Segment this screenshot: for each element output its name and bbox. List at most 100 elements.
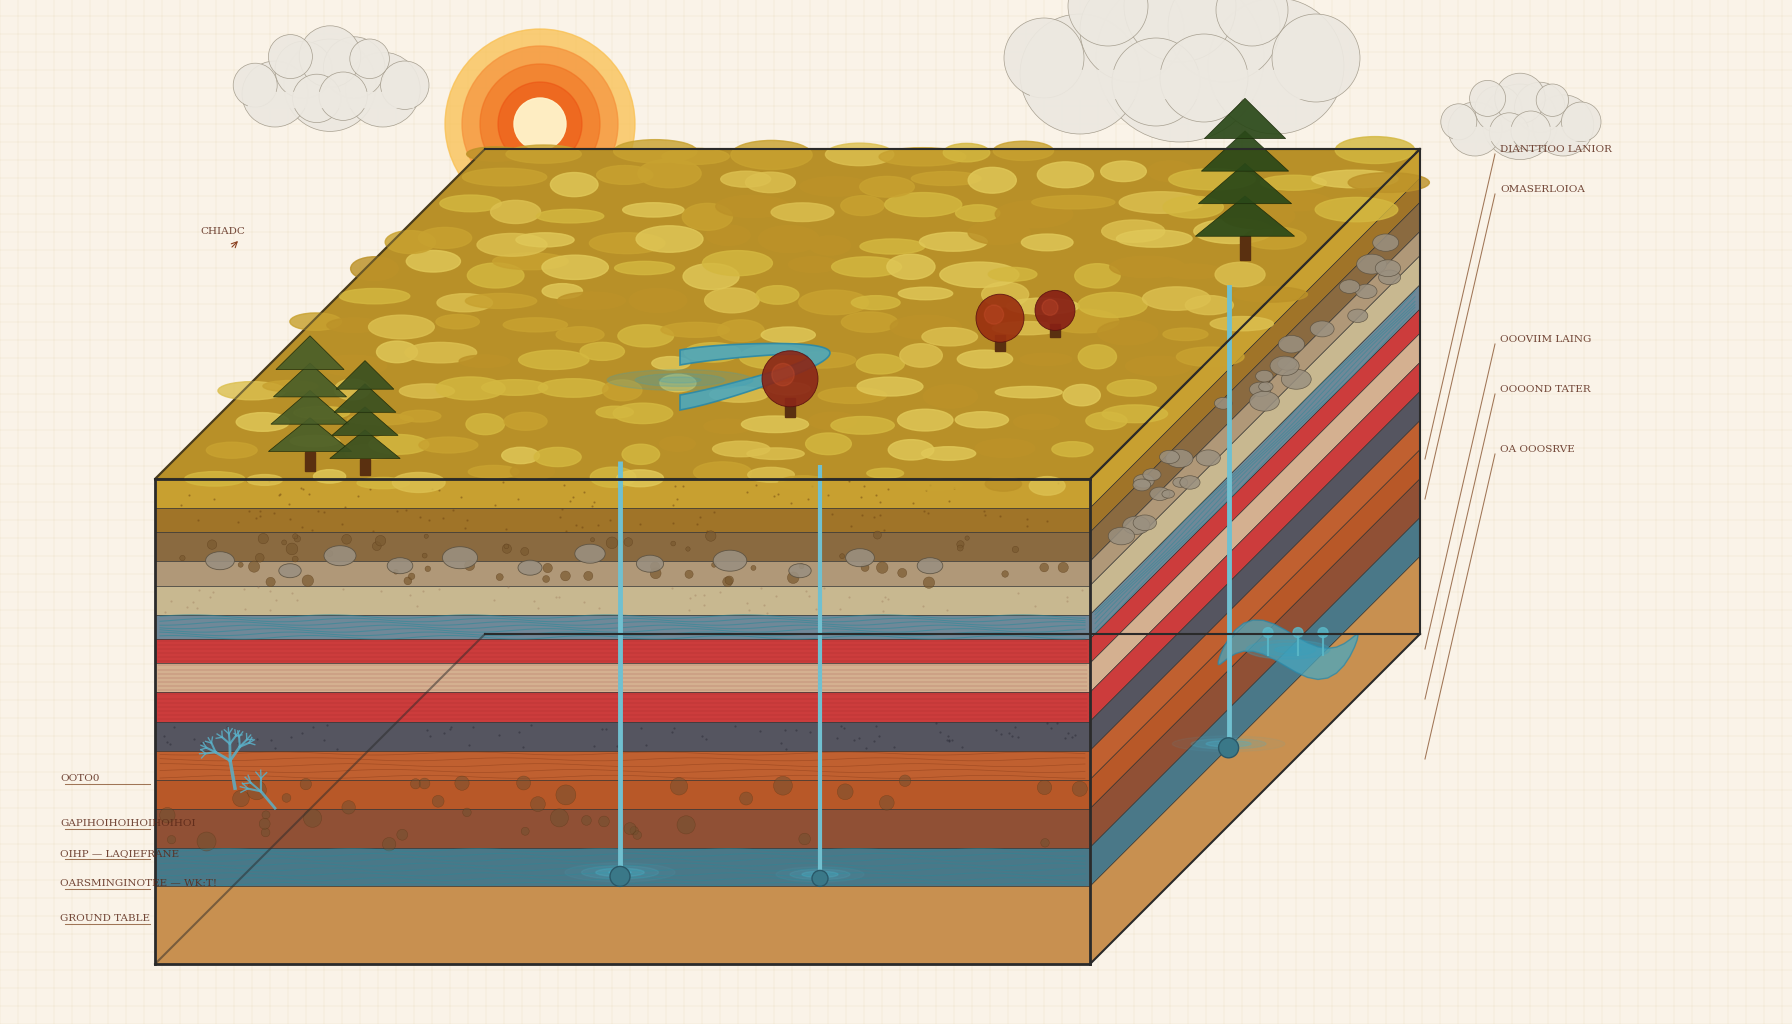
- Circle shape: [984, 305, 1004, 325]
- Ellipse shape: [1219, 742, 1238, 745]
- Bar: [154, 508, 1090, 532]
- Ellipse shape: [758, 225, 819, 253]
- Ellipse shape: [1176, 347, 1244, 367]
- Circle shape: [686, 547, 690, 551]
- Ellipse shape: [968, 220, 1030, 245]
- Ellipse shape: [860, 176, 914, 198]
- Ellipse shape: [290, 313, 342, 331]
- Ellipse shape: [661, 323, 729, 337]
- Circle shape: [283, 39, 376, 131]
- Ellipse shape: [799, 290, 869, 314]
- Ellipse shape: [556, 327, 604, 343]
- Ellipse shape: [957, 350, 1012, 368]
- Polygon shape: [679, 343, 830, 410]
- Ellipse shape: [778, 476, 828, 490]
- Ellipse shape: [1052, 441, 1093, 457]
- Ellipse shape: [659, 375, 695, 392]
- Circle shape: [582, 815, 591, 825]
- Ellipse shape: [1038, 162, 1093, 187]
- Bar: [154, 809, 1090, 848]
- Ellipse shape: [1109, 256, 1185, 278]
- Circle shape: [1475, 86, 1521, 132]
- Circle shape: [274, 41, 332, 98]
- Ellipse shape: [806, 433, 851, 455]
- Circle shape: [799, 834, 810, 845]
- Circle shape: [444, 29, 634, 219]
- Circle shape: [590, 538, 595, 542]
- Ellipse shape: [819, 387, 887, 403]
- Ellipse shape: [1244, 227, 1306, 249]
- Ellipse shape: [419, 437, 478, 453]
- Polygon shape: [1090, 150, 1419, 508]
- Circle shape: [281, 794, 290, 802]
- Circle shape: [957, 541, 964, 548]
- Polygon shape: [1090, 362, 1419, 722]
- Circle shape: [1041, 299, 1057, 315]
- Ellipse shape: [294, 407, 349, 419]
- Circle shape: [1081, 0, 1185, 82]
- Ellipse shape: [1373, 233, 1400, 251]
- Ellipse shape: [400, 411, 441, 422]
- Ellipse shape: [581, 342, 624, 360]
- Ellipse shape: [636, 225, 702, 252]
- Circle shape: [774, 776, 792, 796]
- Circle shape: [1441, 103, 1477, 140]
- Ellipse shape: [1348, 173, 1430, 193]
- Ellipse shape: [516, 232, 573, 247]
- Circle shape: [238, 562, 244, 567]
- Ellipse shape: [919, 232, 987, 251]
- Ellipse shape: [921, 328, 977, 346]
- Circle shape: [521, 827, 529, 836]
- Circle shape: [799, 564, 805, 568]
- Ellipse shape: [659, 377, 701, 383]
- Circle shape: [561, 571, 570, 581]
- Circle shape: [837, 783, 853, 800]
- Circle shape: [1208, 0, 1344, 134]
- Bar: [154, 614, 1090, 639]
- Ellipse shape: [185, 472, 246, 486]
- Polygon shape: [333, 384, 396, 413]
- Ellipse shape: [812, 873, 828, 876]
- Ellipse shape: [975, 439, 1036, 458]
- Ellipse shape: [995, 386, 1063, 398]
- Ellipse shape: [900, 344, 943, 368]
- Text: GROUND TABLE: GROUND TABLE: [59, 914, 151, 923]
- Circle shape: [247, 780, 267, 800]
- Ellipse shape: [1086, 412, 1127, 429]
- Ellipse shape: [602, 380, 642, 400]
- Ellipse shape: [435, 314, 478, 329]
- Bar: [785, 398, 796, 417]
- Ellipse shape: [376, 341, 418, 362]
- Ellipse shape: [263, 381, 317, 392]
- Circle shape: [1448, 102, 1502, 156]
- Text: OARSMINGINOTEE — WK:T!: OARSMINGINOTEE — WK:T!: [59, 879, 217, 888]
- Ellipse shape: [713, 550, 747, 571]
- Text: OOTO0: OOTO0: [59, 774, 100, 783]
- Ellipse shape: [1075, 264, 1120, 288]
- Ellipse shape: [1159, 451, 1179, 464]
- Circle shape: [1041, 839, 1050, 847]
- Ellipse shape: [622, 203, 685, 217]
- Ellipse shape: [1185, 296, 1233, 314]
- Ellipse shape: [880, 147, 966, 166]
- Polygon shape: [1090, 479, 1419, 848]
- Ellipse shape: [616, 470, 663, 486]
- Ellipse shape: [1233, 287, 1308, 302]
- Circle shape: [498, 82, 582, 166]
- Ellipse shape: [831, 257, 901, 276]
- Ellipse shape: [369, 434, 428, 455]
- Ellipse shape: [1348, 309, 1367, 323]
- Ellipse shape: [885, 193, 962, 216]
- Circle shape: [706, 530, 717, 542]
- Circle shape: [722, 577, 733, 587]
- Text: OIHP — LAQIEFRANE: OIHP — LAQIEFRANE: [59, 849, 179, 858]
- Ellipse shape: [1150, 487, 1170, 501]
- Circle shape: [323, 37, 385, 98]
- Ellipse shape: [912, 172, 980, 185]
- Circle shape: [208, 540, 217, 549]
- Ellipse shape: [1107, 380, 1156, 396]
- Circle shape: [624, 822, 636, 835]
- Bar: [154, 848, 1090, 887]
- Circle shape: [349, 39, 389, 79]
- Circle shape: [287, 543, 297, 555]
